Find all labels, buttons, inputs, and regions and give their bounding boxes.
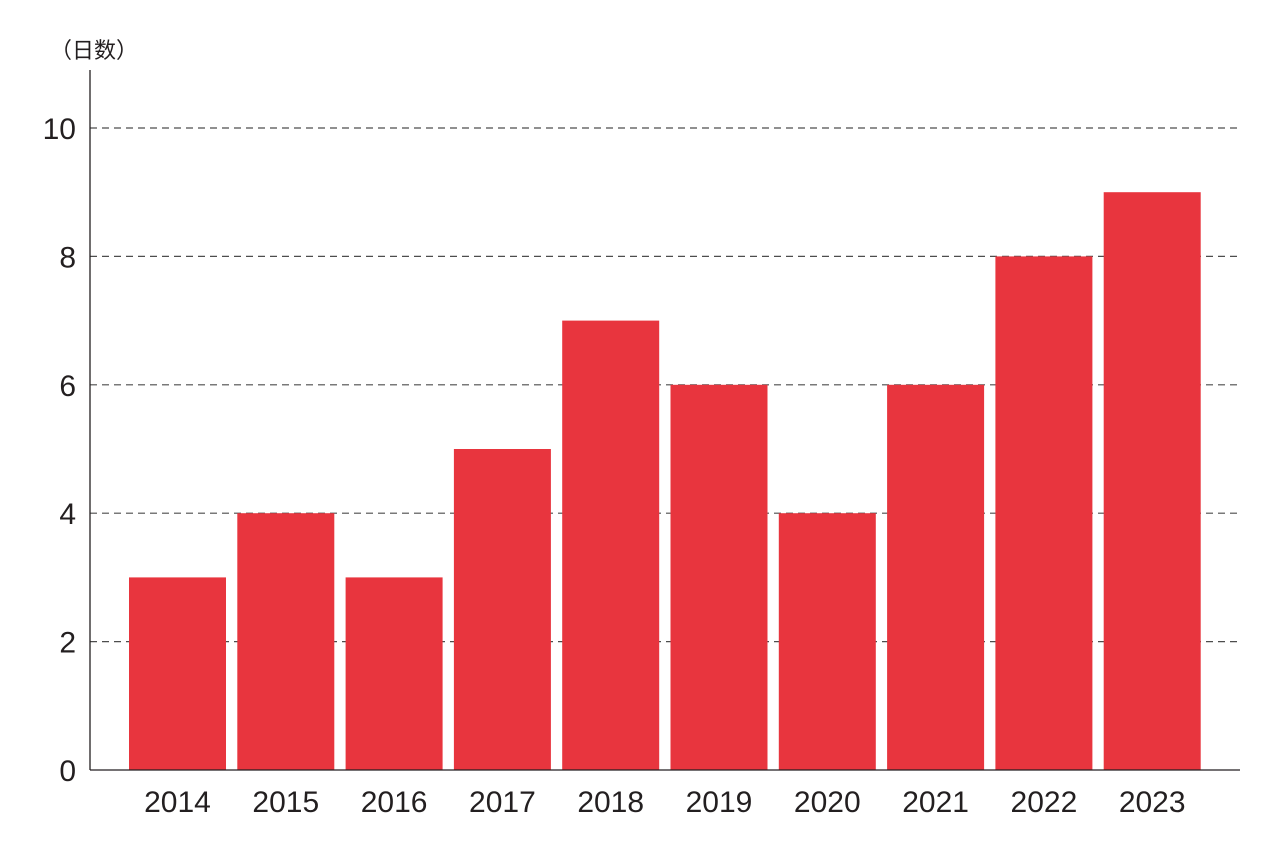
y-tick-label: 2	[59, 627, 76, 660]
bar-2014	[129, 577, 226, 770]
y-tick-label: 10	[43, 113, 76, 146]
y-tick-label: 0	[59, 755, 76, 788]
x-tick-label: 2022	[1011, 786, 1078, 819]
bar-2015	[237, 513, 335, 770]
bar-2016	[345, 577, 443, 770]
x-tick-label: 2023	[1119, 786, 1186, 819]
y-tick-label: 4	[59, 498, 76, 531]
bar-2020	[778, 513, 876, 770]
y-tick-label: 8	[59, 241, 76, 274]
bar-2022	[995, 256, 1093, 770]
x-tick-label: 2015	[252, 786, 319, 819]
bar-2021	[887, 384, 985, 770]
x-tick-label: 2020	[794, 786, 861, 819]
x-tick-label: 2014	[144, 786, 211, 819]
x-tick-labels: 2014 2015 2016 2017 2018 2019 2020 2021 2022 2023	[144, 786, 1185, 819]
bar-2018	[562, 320, 660, 770]
y-tick-labels: 0 2 4 6 8 10	[43, 113, 76, 788]
y-tick-label: 6	[59, 370, 76, 403]
y-axis-unit-label: （日数）	[50, 39, 138, 64]
bar-2019	[670, 384, 768, 770]
x-tick-label: 2017	[469, 786, 536, 819]
axes	[89, 70, 1240, 771]
x-tick-label: 2021	[902, 786, 969, 819]
x-tick-label: 2016	[361, 786, 428, 819]
bar-2023	[1103, 192, 1201, 770]
bars	[129, 192, 1201, 770]
x-tick-label: 2018	[577, 786, 644, 819]
bar-2017	[453, 449, 551, 770]
x-tick-label: 2019	[686, 786, 753, 819]
